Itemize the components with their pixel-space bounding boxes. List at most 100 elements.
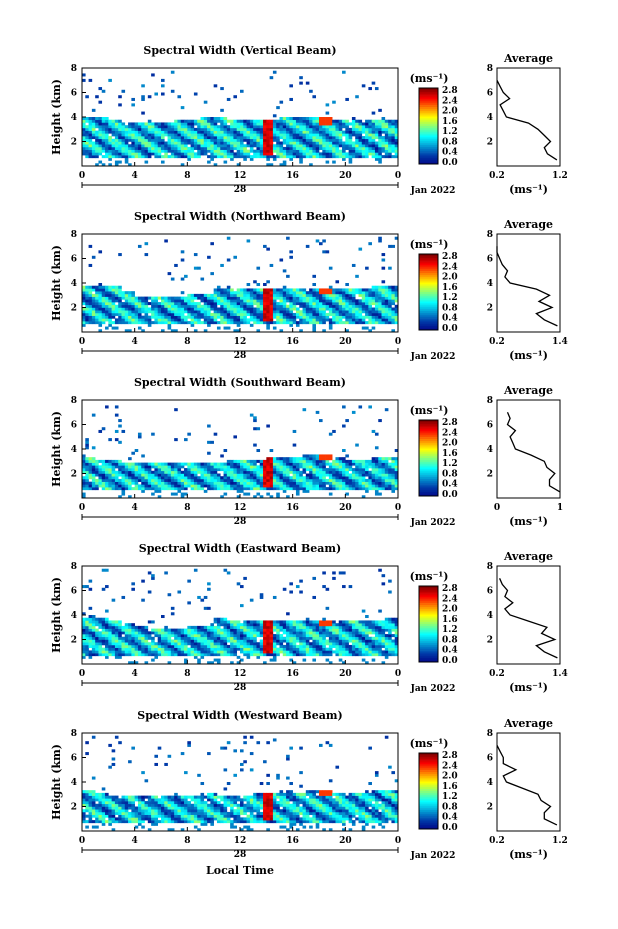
heatmap-cell — [230, 133, 234, 137]
heatmap-cell — [299, 117, 303, 121]
heatmap-cell — [230, 296, 234, 300]
heatmap-cell — [279, 481, 284, 485]
heatmap-cell — [249, 465, 254, 469]
heatmap-cell — [269, 130, 274, 134]
heatmap-cell — [154, 628, 159, 632]
heatmap-cell — [388, 144, 392, 148]
heatmap-cell — [88, 481, 93, 485]
heatmap-cell — [216, 310, 221, 314]
avg-x-tick-label: 0 — [494, 503, 500, 513]
heatmap-cell — [243, 146, 247, 150]
avg-unit: (ms⁻¹) — [509, 515, 548, 528]
heatmap-cell — [259, 647, 264, 651]
heatmap-cell — [151, 473, 155, 477]
heatmap-cell — [295, 468, 300, 472]
heatmap-cell — [272, 122, 277, 126]
heatmap-cell — [157, 634, 162, 638]
heatmap-cell — [332, 310, 336, 314]
heatmap-cell — [82, 628, 86, 632]
heatmap-cell — [342, 405, 346, 409]
colorbar-swatch — [419, 471, 438, 474]
heatmap-cell — [371, 318, 376, 322]
heatmap-cell — [249, 157, 254, 161]
heatmap-cell — [391, 291, 396, 295]
heatmap-cell — [243, 484, 247, 488]
heatmap-cell — [394, 296, 399, 300]
heatmap-cell — [246, 492, 251, 496]
heatmap-cell — [220, 149, 224, 153]
heatmap-cell — [180, 307, 185, 311]
heatmap-cell — [276, 133, 280, 137]
heatmap-cell — [276, 141, 280, 145]
heatmap-cell — [91, 321, 96, 325]
heatmap-cell — [137, 642, 142, 646]
x-tick-label: 0 — [395, 171, 401, 181]
heatmap-cell — [85, 465, 89, 469]
heatmap-cell — [358, 288, 363, 292]
heatmap-cell — [180, 155, 185, 159]
colorbar-swatch — [419, 297, 438, 300]
heatmap-cell — [226, 326, 231, 330]
heatmap-cell — [193, 152, 198, 156]
heatmap-cell — [82, 484, 86, 488]
heatmap-cell — [184, 130, 188, 134]
heatmap-cell — [95, 117, 99, 121]
heatmap-cell — [342, 155, 346, 159]
heatmap-cell — [302, 288, 307, 292]
heatmap-cell — [309, 457, 313, 461]
heatmap-cell — [259, 133, 264, 137]
heatmap-cell — [180, 299, 185, 303]
heatmap-cell — [118, 495, 122, 499]
heatmap-cell — [305, 127, 310, 131]
heatmap-cell — [203, 100, 208, 104]
heatmap-cell — [230, 631, 234, 635]
heatmap-cell — [114, 405, 119, 409]
heatmap-cell — [88, 606, 93, 610]
heatmap-cell — [272, 149, 277, 153]
heatmap-cell — [203, 462, 208, 466]
heatmap-cell — [355, 465, 359, 469]
heatmap-cell — [124, 312, 129, 316]
heatmap-cell — [322, 149, 326, 153]
heatmap-cell — [361, 125, 366, 129]
heatmap-cell — [85, 650, 89, 654]
heatmap-cell — [167, 122, 172, 126]
heatmap-cell — [128, 293, 132, 297]
heatmap-cell — [151, 470, 155, 474]
heatmap-cell — [243, 647, 247, 651]
heatmap-cell — [164, 462, 168, 466]
heatmap-cell — [315, 141, 320, 145]
heatmap-cell — [309, 481, 313, 485]
heatmap-cell — [259, 468, 264, 472]
heatmap-cell — [276, 293, 280, 297]
heatmap-cell — [167, 650, 172, 654]
heatmap-cell — [137, 125, 142, 129]
heatmap-cell — [325, 293, 330, 297]
heatmap-cell — [315, 146, 320, 150]
heatmap-cell — [236, 623, 241, 627]
heatmap-cell — [177, 484, 182, 488]
heatmap-cell — [101, 163, 106, 167]
heatmap-cell — [259, 144, 264, 148]
heatmap-cell — [378, 304, 382, 308]
heatmap-cell — [91, 628, 96, 632]
heatmap-cell — [101, 318, 106, 322]
heatmap-cell — [124, 157, 129, 161]
heatmap-cell — [82, 318, 86, 322]
heatmap-cell — [388, 296, 392, 300]
heatmap-cell — [355, 487, 359, 491]
heatmap-cell — [272, 658, 277, 662]
heatmap-cell — [108, 299, 112, 303]
heatmap-cell — [365, 152, 369, 156]
heatmap-cell — [124, 473, 129, 477]
heatmap-cell — [141, 310, 145, 314]
heatmap-cell — [164, 487, 168, 491]
heatmap-cell — [240, 468, 244, 472]
heatmap-cell — [114, 429, 119, 433]
heatmap-cell — [348, 288, 353, 292]
heatmap-cell — [381, 484, 386, 488]
heatmap-cell — [355, 136, 359, 140]
heatmap-cell — [272, 628, 277, 632]
heatmap-cell — [226, 302, 231, 306]
heatmap-cell — [124, 653, 129, 657]
